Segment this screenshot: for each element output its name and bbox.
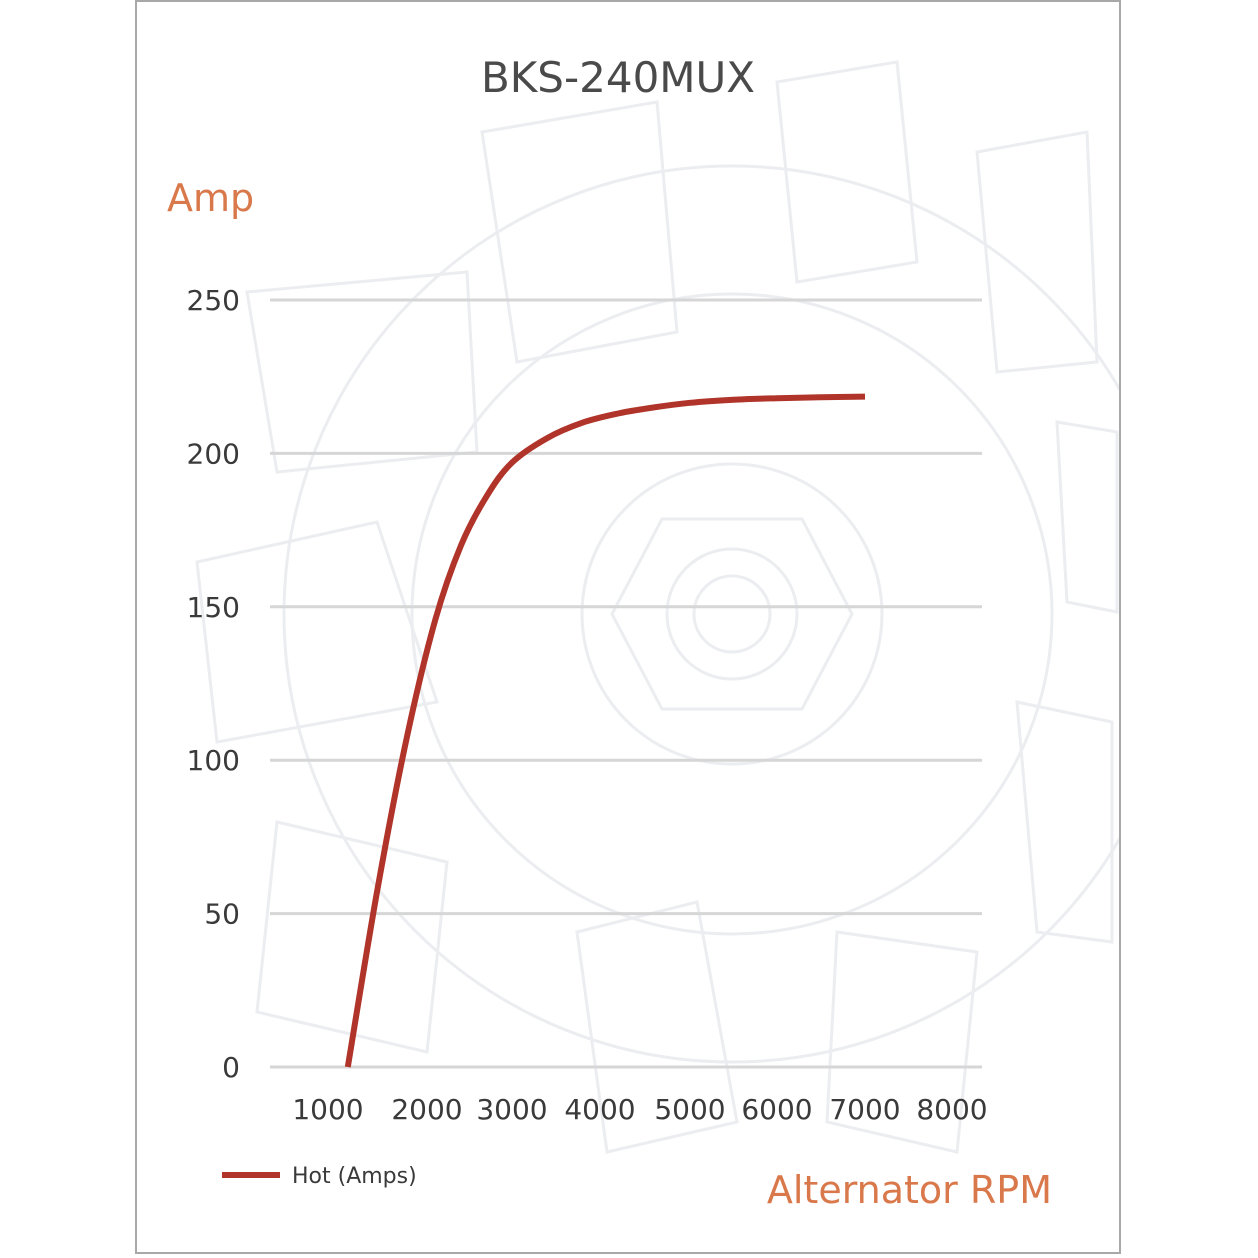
x-tick-label: 3000 xyxy=(476,1093,547,1126)
series-line-hot-amps xyxy=(344,393,866,1068)
x-tick-label: 4000 xyxy=(564,1093,635,1126)
x-tick-label: 7000 xyxy=(829,1093,900,1126)
x-tick-label: 1000 xyxy=(292,1093,363,1126)
chart-title: BKS-240MUX xyxy=(481,53,755,102)
x-tick-label: 8000 xyxy=(916,1093,987,1126)
x-tick-label: 5000 xyxy=(654,1093,725,1126)
y-tick-label: 0 xyxy=(222,1051,240,1084)
x-tick-label: 2000 xyxy=(391,1093,462,1126)
y-tick-label: 250 xyxy=(187,284,240,317)
legend-label: Hot (Amps) xyxy=(292,1164,417,1189)
alternator-watermark xyxy=(195,60,1119,1154)
y-axis-label: Amp xyxy=(167,176,254,220)
y-tick-label: 200 xyxy=(187,437,240,470)
y-tick-label: 100 xyxy=(187,744,240,777)
y-tick-label: 150 xyxy=(187,591,240,624)
x-axis-label: Alternator RPM xyxy=(767,1168,1052,1212)
chart-frame xyxy=(135,0,1121,1254)
y-tick-label: 50 xyxy=(204,898,240,931)
x-tick-label: 6000 xyxy=(741,1093,812,1126)
